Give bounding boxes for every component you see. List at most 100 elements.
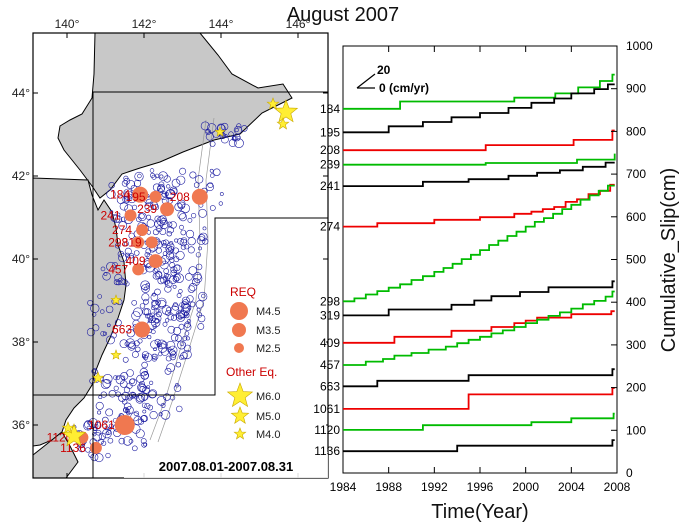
eq-dot [175, 334, 182, 342]
eq-dot [117, 250, 125, 258]
eq-dot [115, 375, 121, 380]
eq-dot [135, 346, 141, 352]
date-range-box [124, 452, 328, 478]
eq-dot [153, 308, 159, 314]
eq-dot [193, 273, 203, 283]
eq-dot [102, 378, 112, 388]
eq-dot [137, 212, 147, 221]
eq-dot [107, 323, 111, 328]
eq-dot [213, 168, 221, 176]
eq-dot [92, 368, 97, 373]
eq-dot [170, 334, 179, 342]
eq-dot [174, 202, 183, 212]
eq-dot [169, 262, 176, 269]
req-label: 663 [112, 323, 132, 337]
eq-dot [98, 432, 106, 441]
eq-dot [131, 299, 137, 306]
eq-dot [180, 244, 187, 250]
legend-other-title: Other Eq. [226, 365, 277, 379]
eq-dot [118, 253, 127, 263]
eq-dot [165, 189, 176, 199]
eq-dot [136, 216, 142, 223]
eq-dot [175, 362, 182, 368]
eq-dot [102, 373, 113, 384]
eq-dot [158, 215, 167, 224]
eq-dot [97, 410, 102, 415]
eq-dot [207, 182, 214, 188]
eq-dot [193, 272, 202, 281]
date-range-label: 2007.08.01-2007.08.31 [159, 459, 293, 474]
eq-dot [107, 437, 114, 444]
eq-dot [197, 323, 205, 330]
eq-dot [170, 266, 178, 274]
eq-dot [232, 136, 237, 141]
eq-dot [145, 282, 151, 288]
eq-dot [128, 438, 134, 444]
eq-dot [126, 394, 133, 401]
eq-dot [102, 416, 109, 424]
region-outline [33, 91, 328, 478]
eq-dot [159, 219, 169, 229]
eq-dot [85, 447, 91, 453]
page-title: August 2007 [286, 4, 400, 26]
map-axis-ticks: 140° 142° 144° 146° 44° 42° 40° 38° 36° [12, 17, 328, 478]
eq-dot [234, 138, 244, 148]
eq-dot [106, 335, 115, 345]
eq-dot [126, 180, 136, 190]
req-label: 208 [170, 190, 190, 204]
eq-dot [166, 363, 176, 373]
eq-dot [165, 280, 173, 288]
eq-dot [141, 293, 150, 302]
other-eq-star-icon [110, 294, 122, 305]
other-eq-star-icon [61, 421, 75, 434]
hokkaido-landmass [57, 33, 293, 199]
eq-dot [161, 191, 168, 198]
eq-dot [187, 285, 196, 293]
eq-dot [143, 286, 148, 291]
eq-dot [105, 305, 114, 314]
eq-dot [88, 451, 95, 458]
eq-dot [195, 175, 204, 184]
eq-dot [183, 244, 190, 250]
eq-dot [115, 375, 125, 385]
eq-dot [220, 135, 229, 144]
eq-dot [151, 305, 156, 310]
eq-dot [202, 238, 209, 245]
eq-dot [165, 318, 170, 323]
eq-dot [137, 173, 142, 179]
eq-dot [186, 319, 192, 324]
legend-req-m45-label: M4.5 [256, 306, 280, 318]
eq-dot [118, 393, 127, 402]
eq-dot [172, 264, 182, 274]
eq-dot [157, 184, 166, 192]
req-label: 1061 [88, 418, 115, 432]
eq-dot [102, 272, 111, 281]
eq-dot [170, 351, 177, 358]
eq-dot [152, 229, 159, 236]
eq-dot [205, 129, 212, 135]
legend-req-m35-symbol [232, 323, 246, 337]
eq-dot [187, 237, 196, 246]
eq-dot [183, 312, 190, 319]
map-lon-label: 146° [286, 17, 311, 31]
eq-dot [181, 302, 191, 312]
eq-dot [95, 429, 102, 436]
eq-dot [209, 140, 216, 147]
eq-dot [114, 273, 123, 282]
eq-dot [122, 196, 130, 204]
eq-dot [140, 438, 147, 444]
eq-dot [126, 369, 134, 377]
eq-dot [185, 272, 193, 281]
eq-dot [142, 409, 147, 414]
eq-dot [97, 294, 102, 299]
req-circle [145, 236, 158, 249]
eq-dot [178, 289, 183, 294]
eq-dot [166, 221, 173, 228]
eq-dot [149, 411, 158, 420]
eq-dot [191, 213, 197, 219]
eq-dot [124, 281, 130, 287]
eq-dot [160, 217, 168, 226]
eq-dot [158, 351, 163, 357]
eq-dot [165, 309, 171, 316]
eq-dot [154, 173, 160, 179]
